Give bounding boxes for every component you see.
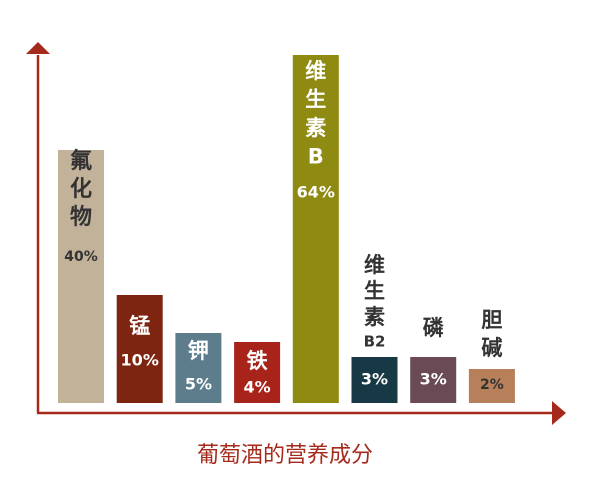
value-label-5: 64% [297,183,335,202]
category-label-3-part: 钾 [188,339,209,363]
value-label-6: 3% [361,370,388,389]
category-label-6-part: 生 [364,279,385,303]
value-label-7: 3% [420,370,447,389]
category-label-2-part: 锰 [129,314,150,338]
category-label-6-part: 维 [364,253,385,277]
bar-7 [410,357,457,403]
x-axis-label: 葡萄酒的营养成分 [197,443,373,468]
category-label-5-part: 生 [305,88,326,112]
category-label-4-part: 铁 [247,349,268,373]
bars [58,55,515,403]
x-axis-arrow-icon [552,401,566,425]
category-label-6-part: 素 [364,305,385,329]
y-axis-arrow-icon [26,42,50,54]
value-label-3: 5% [185,375,212,394]
category-label-8-part: 碱 [481,336,502,360]
value-label-8: 2% [480,377,504,393]
bar-2 [116,295,163,403]
value-label-4: 4% [244,378,271,397]
bar-8 [468,369,515,403]
bar-3 [175,333,222,403]
category-label-1-part: 氟 [70,148,92,174]
category-label-7-part: 磷 [423,316,444,340]
bar-5 [292,55,339,403]
value-label-2: 10% [121,351,159,370]
value-label-1: 40% [64,249,98,265]
bar-4 [234,342,281,403]
category-label-1-part: 化 [70,176,92,202]
bar-1 [58,150,104,403]
category-label-8-part: 胆 [481,308,502,332]
category-label-5-part: 维 [305,59,326,83]
category-label-6-part: B2 [364,333,386,351]
bar-6 [351,357,398,403]
category-label-1-part: 物 [70,204,92,230]
category-label-5-part: B [308,145,324,169]
category-label-5-part: 素 [305,116,326,140]
